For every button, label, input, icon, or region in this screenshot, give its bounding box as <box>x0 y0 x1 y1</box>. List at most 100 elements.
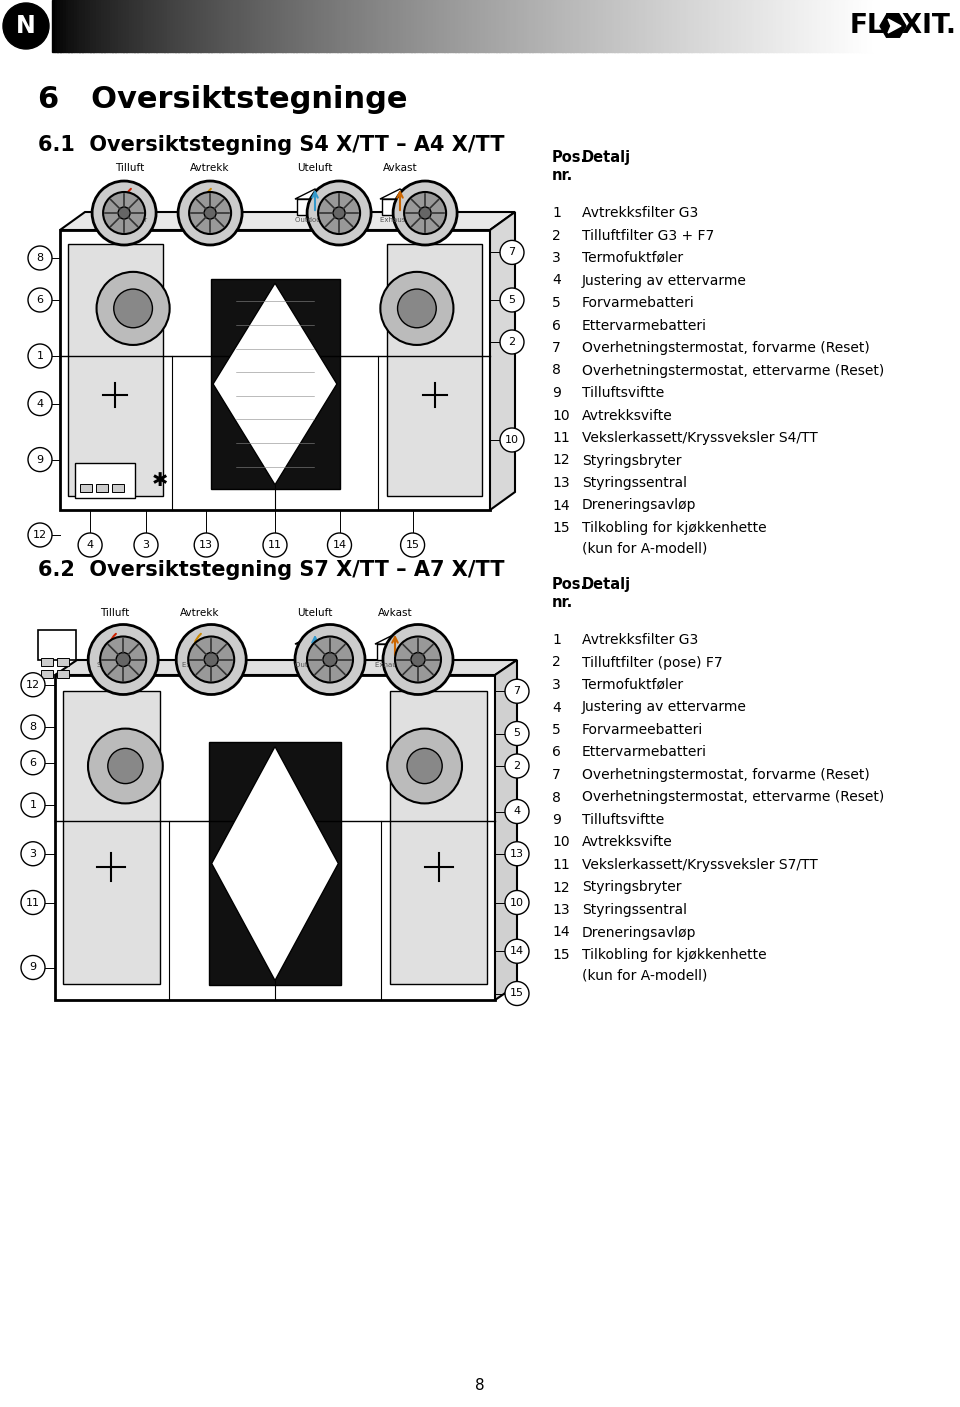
Circle shape <box>108 749 143 784</box>
Bar <box>546 0 549 52</box>
Text: 14: 14 <box>510 947 524 957</box>
Bar <box>260 0 264 52</box>
Bar <box>669 0 673 52</box>
Text: 1: 1 <box>30 801 36 810</box>
Text: (kun for A-modell): (kun for A-modell) <box>582 542 708 556</box>
Bar <box>477 0 480 52</box>
Circle shape <box>505 891 529 915</box>
Bar <box>205 0 209 52</box>
Bar <box>518 0 521 52</box>
Bar <box>299 0 302 52</box>
Polygon shape <box>60 212 515 229</box>
Bar <box>332 0 335 52</box>
Bar <box>570 0 574 52</box>
Bar <box>609 0 612 52</box>
Bar <box>612 0 615 52</box>
Bar <box>197 651 204 660</box>
Circle shape <box>28 447 52 471</box>
Bar <box>740 0 744 52</box>
Text: Styringssentral: Styringssentral <box>582 903 687 917</box>
Bar <box>365 0 368 52</box>
Circle shape <box>188 636 234 682</box>
Circle shape <box>21 715 45 739</box>
Bar <box>516 0 518 52</box>
Bar <box>68 0 72 52</box>
Bar <box>650 0 654 52</box>
Text: Styringsbryter: Styringsbryter <box>582 881 682 895</box>
Bar <box>631 0 635 52</box>
Bar <box>41 670 53 678</box>
Bar <box>388 243 482 497</box>
Bar <box>109 0 113 52</box>
Bar <box>708 0 711 52</box>
Bar <box>384 0 387 52</box>
Circle shape <box>380 272 453 345</box>
Bar <box>592 0 595 52</box>
Bar <box>653 0 656 52</box>
Bar <box>301 0 305 52</box>
Bar <box>111 651 118 660</box>
Bar <box>691 0 694 52</box>
Bar <box>812 0 815 52</box>
Bar <box>513 0 516 52</box>
Polygon shape <box>888 20 901 32</box>
Bar <box>252 0 255 52</box>
Polygon shape <box>375 635 415 644</box>
Bar <box>354 0 357 52</box>
Text: Termofuktføler: Termofuktføler <box>582 678 684 692</box>
Circle shape <box>400 533 424 557</box>
Bar <box>823 0 827 52</box>
Text: 12: 12 <box>552 453 569 467</box>
Bar <box>297 198 333 215</box>
Bar <box>294 0 297 52</box>
Bar <box>798 0 802 52</box>
Circle shape <box>177 625 246 695</box>
Bar <box>123 0 127 52</box>
Text: Tilluftfilter (pose) F7: Tilluftfilter (pose) F7 <box>582 656 723 670</box>
Bar <box>311 651 319 660</box>
Circle shape <box>21 955 45 979</box>
Bar <box>565 0 568 52</box>
Circle shape <box>21 673 45 696</box>
Bar <box>672 0 675 52</box>
Circle shape <box>88 625 158 695</box>
Circle shape <box>420 207 431 219</box>
Bar <box>738 0 741 52</box>
Bar <box>414 0 418 52</box>
Bar <box>781 0 785 52</box>
Bar <box>41 658 53 666</box>
Bar <box>348 0 351 52</box>
Circle shape <box>28 246 52 270</box>
Bar <box>746 0 750 52</box>
Text: Avtrekksfilter G3: Avtrekksfilter G3 <box>582 205 698 219</box>
Circle shape <box>118 207 131 219</box>
Text: 8: 8 <box>552 363 561 377</box>
Bar <box>806 0 809 52</box>
Bar <box>304 0 307 52</box>
Text: 6: 6 <box>552 746 561 760</box>
Bar <box>496 0 499 52</box>
Text: 1: 1 <box>552 205 561 219</box>
Circle shape <box>383 625 453 695</box>
Text: 3: 3 <box>142 540 150 550</box>
Circle shape <box>21 751 45 775</box>
Bar <box>324 0 326 52</box>
Text: 3: 3 <box>552 250 561 265</box>
Text: Tilluftfilter G3 + F7: Tilluftfilter G3 + F7 <box>582 228 714 242</box>
Bar <box>532 0 536 52</box>
Bar <box>96 0 99 52</box>
Bar <box>502 0 505 52</box>
Text: 11: 11 <box>26 898 40 908</box>
Text: Termofuktføler: Termofuktføler <box>582 250 684 265</box>
Bar <box>104 0 108 52</box>
Bar <box>721 0 725 52</box>
Circle shape <box>295 625 365 695</box>
Bar <box>121 0 124 52</box>
Bar <box>279 0 283 52</box>
Text: 2: 2 <box>514 761 520 771</box>
Bar <box>732 0 735 52</box>
Bar <box>452 0 456 52</box>
Bar <box>681 0 684 52</box>
Bar <box>315 0 319 52</box>
Text: 6.2  Oversiktstegning S7 X/TT – A7 X/TT: 6.2 Oversiktstegning S7 X/TT – A7 X/TT <box>38 560 505 580</box>
